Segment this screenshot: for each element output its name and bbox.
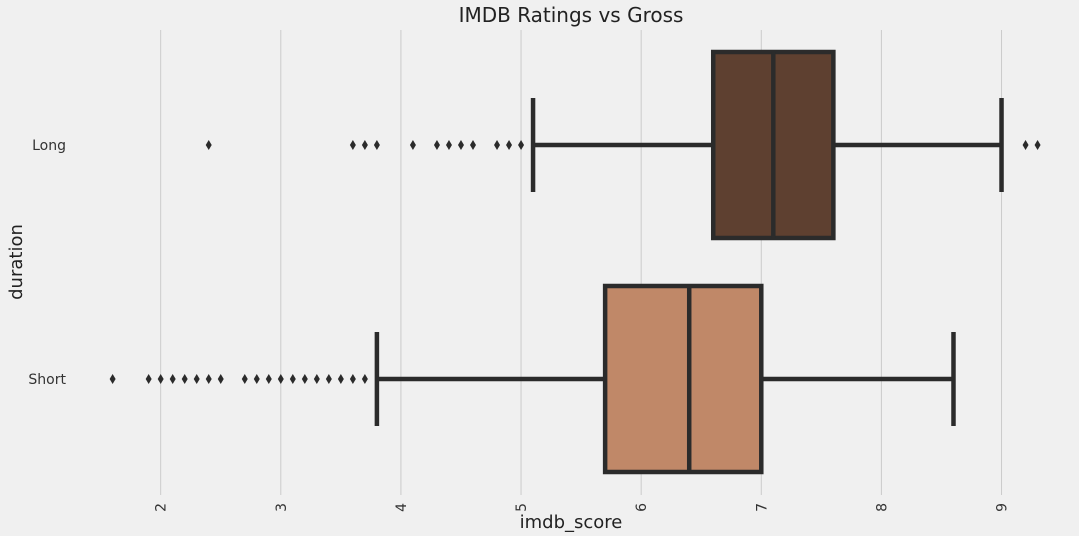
outlier-point — [361, 140, 368, 150]
outlier-point — [1034, 140, 1041, 150]
x-tick-label: 9 — [995, 503, 1011, 512]
outlier-point — [469, 140, 476, 150]
outlier-point — [217, 374, 224, 384]
outlier-point — [518, 140, 525, 150]
x-axis-label: imdb_score — [520, 512, 623, 533]
outlier-point — [181, 374, 188, 384]
outlier-point — [409, 140, 416, 150]
outlier-point — [433, 140, 440, 150]
outlier-point — [253, 374, 260, 384]
y-tick-label: Short — [28, 372, 66, 388]
x-tick-label: 8 — [874, 503, 890, 512]
y-tick-labels: Long Short — [28, 138, 66, 388]
box-series — [109, 49, 1041, 475]
outlier-point — [445, 140, 452, 150]
outlier-point — [361, 374, 368, 384]
outlier-point — [157, 374, 164, 384]
outlier-point — [313, 374, 320, 384]
outlier-point — [205, 374, 212, 384]
box-group-long — [205, 49, 1041, 241]
outlier-point — [1022, 140, 1029, 150]
outlier-point — [265, 374, 272, 384]
x-tick-label: 6 — [634, 503, 650, 512]
chart-title: IMDB Ratings vs Gross — [459, 3, 684, 27]
outlier-point — [349, 374, 356, 384]
outlier-point — [506, 140, 513, 150]
y-tick-label: Long — [32, 138, 66, 154]
x-tick-label: 2 — [154, 503, 170, 512]
box-group-short — [109, 283, 956, 475]
outlier-point — [349, 140, 356, 150]
x-tick-label: 7 — [754, 503, 770, 512]
outlier-point — [457, 140, 464, 150]
iqr-box — [602, 283, 764, 475]
outlier-point — [277, 374, 284, 384]
outlier-point — [241, 374, 248, 384]
x-tick-label: 3 — [274, 503, 290, 512]
outlier-point — [145, 374, 152, 384]
x-tick-label: 5 — [514, 503, 530, 512]
y-axis-label: duration — [6, 224, 27, 300]
outlier-point — [169, 374, 176, 384]
outlier-point — [109, 374, 116, 384]
outlier-point — [301, 374, 308, 384]
outlier-point — [494, 140, 501, 150]
outlier-point — [193, 374, 200, 384]
outlier-point — [325, 374, 332, 384]
outlier-point — [337, 374, 344, 384]
outlier-point — [205, 140, 212, 150]
x-tick-label: 4 — [394, 503, 410, 512]
x-tick-labels: 2 3 4 5 6 7 8 9 — [154, 503, 1011, 512]
outlier-point — [289, 374, 296, 384]
outlier-point — [373, 140, 380, 150]
